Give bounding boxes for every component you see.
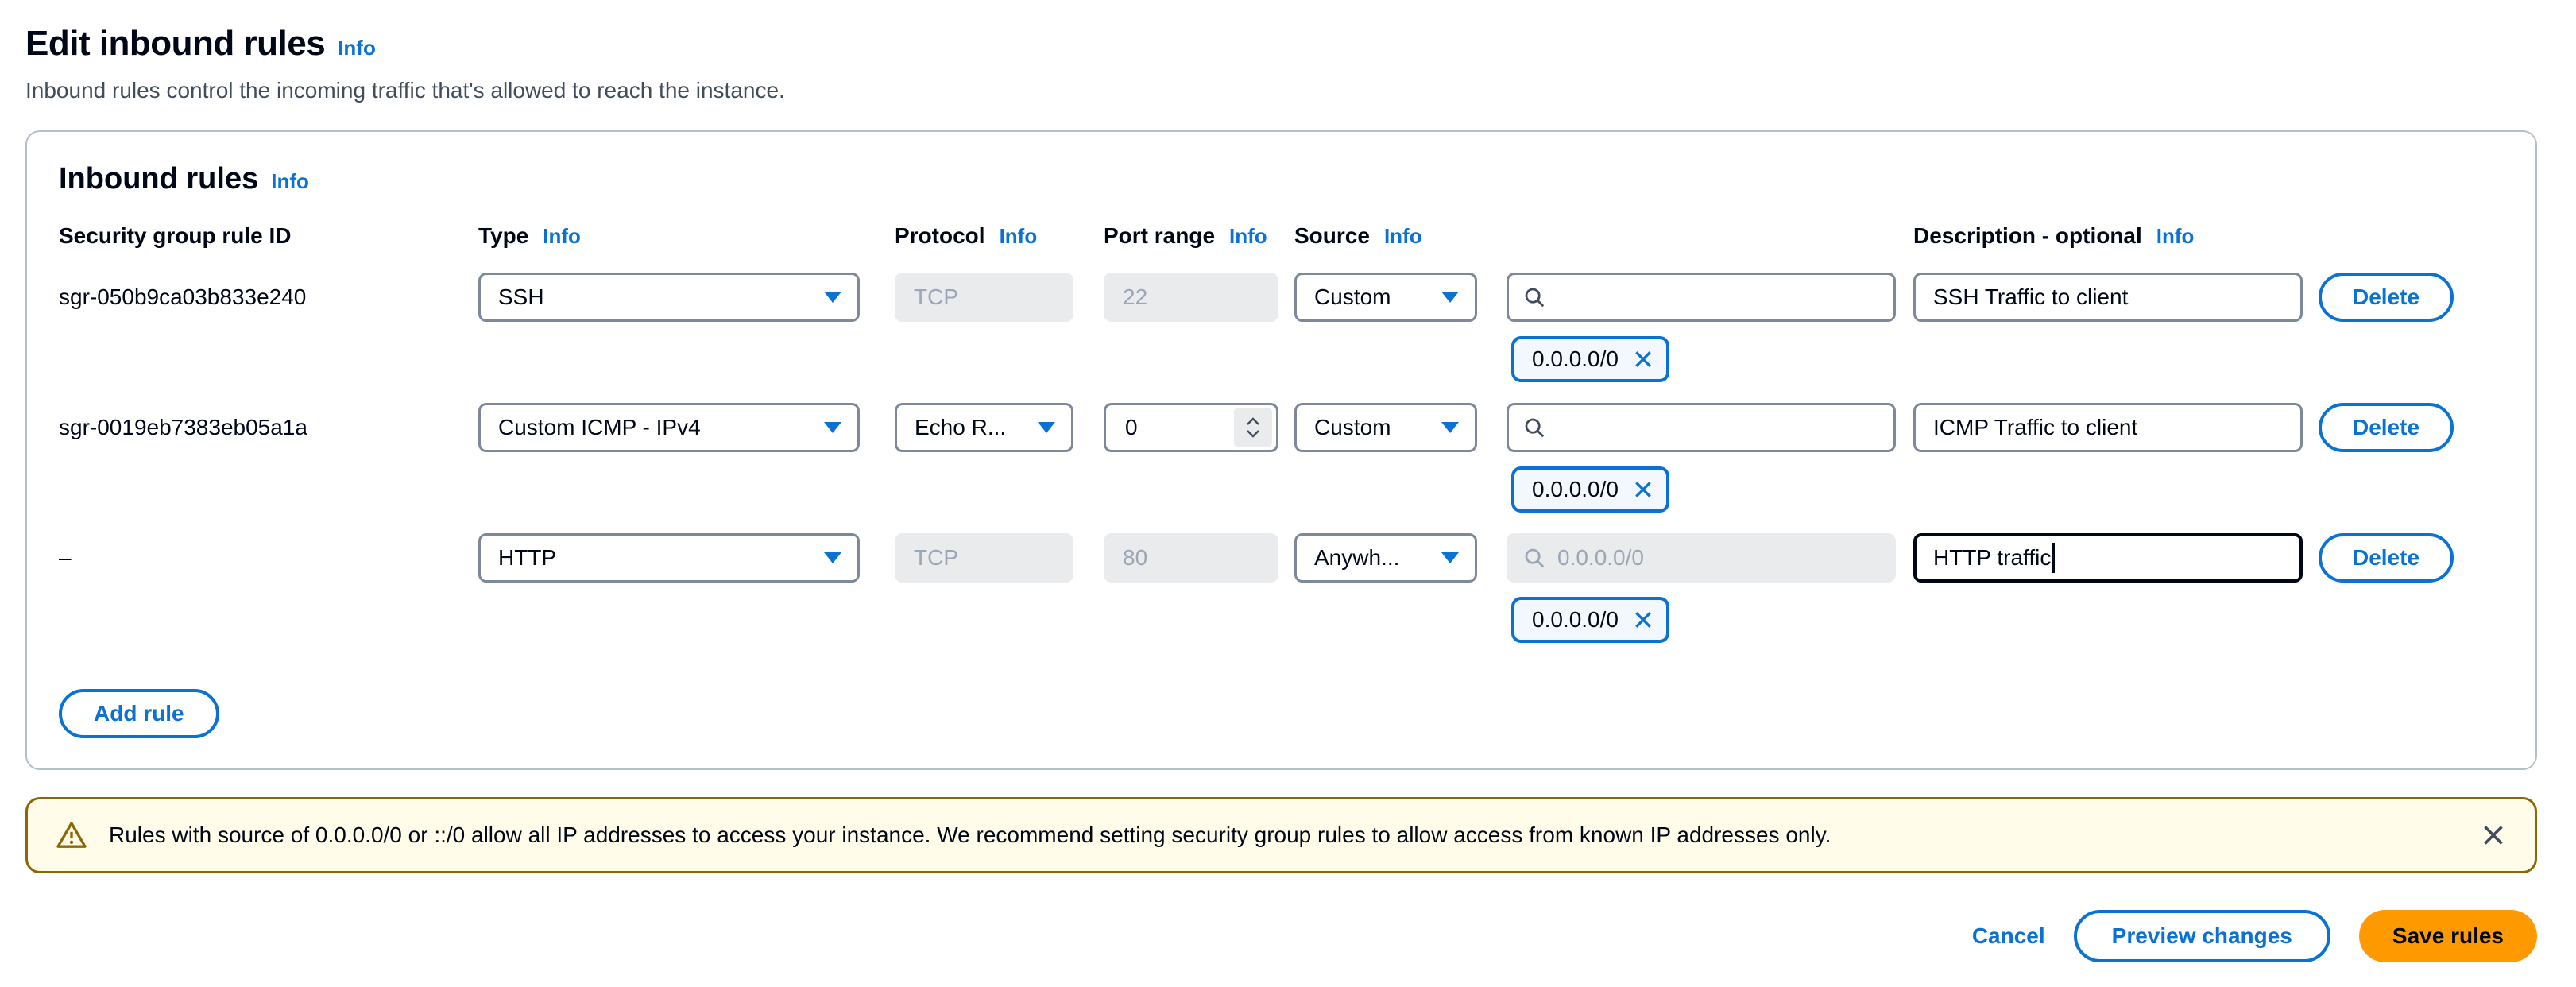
type-select[interactable]: HTTP [478, 533, 860, 583]
close-icon[interactable] [2479, 821, 2508, 850]
source-search [1507, 403, 1896, 452]
chevron-up-icon [1247, 417, 1259, 425]
chevron-down-icon [1441, 292, 1459, 303]
source-mode-select[interactable]: Custom [1294, 273, 1477, 322]
column-protocol-info-link[interactable]: Info [999, 224, 1038, 248]
port-stepper[interactable]: 0 [1104, 403, 1278, 452]
source-search [1507, 273, 1896, 322]
source-chip-row: 0.0.0.0/0 [1511, 597, 2504, 643]
source-chip: 0.0.0.0/0 [1511, 336, 1669, 382]
source-chip: 0.0.0.0/0 [1511, 466, 1669, 513]
source-mode-select[interactable]: Custom [1294, 403, 1477, 452]
search-icon [1522, 416, 1546, 439]
warning-icon [55, 819, 88, 851]
chevron-down-icon [824, 422, 841, 433]
preview-changes-button[interactable]: Preview changes [2073, 910, 2330, 962]
add-rule-button[interactable]: Add rule [59, 689, 219, 738]
panel-title: Inbound rules [59, 162, 259, 195]
protocol-field: TCP [895, 273, 1073, 322]
source-mode-value: Custom [1314, 415, 1391, 439]
search-icon [1522, 285, 1546, 309]
source-mode-select[interactable]: Anywh... [1294, 533, 1477, 583]
page-header: Edit inbound rules Info [25, 24, 2537, 64]
delete-rule-button[interactable]: Delete [2319, 273, 2454, 322]
type-select-value: HTTP [498, 545, 557, 570]
port-range-field: 22 [1104, 273, 1278, 322]
column-header-port-range: Port range [1104, 223, 1216, 248]
type-select[interactable]: SSH [478, 273, 860, 322]
column-header-protocol: Protocol [895, 223, 985, 248]
source-search-input[interactable] [1507, 403, 1896, 452]
protocol-select-value: Echo R... [915, 415, 1007, 439]
page-title-info-link[interactable]: Info [338, 36, 376, 60]
source-mode-value: Custom [1314, 284, 1391, 309]
column-header-row: Security group rule ID Type Info Protoco… [59, 223, 2504, 249]
rule-row-icmp: sgr-0019eb7383eb05a1a Custom ICMP - IPv4… [59, 403, 2504, 452]
column-port-range-info-link[interactable]: Info [1229, 224, 1267, 248]
warning-banner: Rules with source of 0.0.0.0/0 or ::/0 a… [25, 797, 2537, 873]
page-subtitle: Inbound rules control the incoming traff… [25, 78, 785, 103]
description-input[interactable] [1913, 403, 2303, 452]
chevron-down-icon [1247, 430, 1259, 438]
type-select-value: SSH [498, 284, 544, 309]
search-icon [1522, 546, 1546, 570]
source-chip-value: 0.0.0.0/0 [1532, 607, 1619, 632]
page: Edit inbound rules Info Inbound rules co… [25, 0, 2537, 962]
source-search [1507, 533, 1896, 583]
source-search-input[interactable] [1507, 273, 1896, 322]
source-chip-value: 0.0.0.0/0 [1532, 346, 1619, 371]
chevron-down-icon [824, 292, 841, 303]
chip-remove-icon[interactable] [1633, 479, 1654, 500]
type-select[interactable]: Custom ICMP - IPv4 [478, 403, 860, 452]
column-type-info-link[interactable]: Info [543, 224, 581, 248]
port-stepper-value: 0 [1125, 415, 1138, 439]
column-header-id: Security group rule ID [59, 223, 292, 248]
description-input[interactable] [1913, 273, 2303, 322]
panel-header: Inbound rules Info [59, 162, 2504, 196]
rule-row-ssh: sgr-050b9ca03b833e240 SSH TCP 22 Custom [59, 273, 2504, 322]
save-rules-button[interactable]: Save rules [2358, 910, 2537, 962]
port-range-field: 80 [1104, 533, 1278, 583]
security-group-rule-id: – [59, 545, 72, 570]
page-title: Edit inbound rules [25, 24, 326, 63]
column-header-type: Type [478, 223, 529, 248]
chip-remove-icon[interactable] [1633, 610, 1654, 630]
column-header-source: Source [1294, 223, 1370, 248]
source-chip-value: 0.0.0.0/0 [1532, 477, 1619, 501]
chip-remove-icon[interactable] [1633, 349, 1654, 370]
source-chip-row: 0.0.0.0/0 [1511, 466, 2504, 513]
chevron-down-icon [1441, 422, 1459, 433]
column-description-info-link[interactable]: Info [2156, 224, 2195, 248]
security-group-rule-id: sgr-050b9ca03b833e240 [59, 284, 307, 309]
chevron-down-icon [1441, 552, 1459, 563]
text-cursor [2052, 543, 2056, 573]
source-search-input [1507, 533, 1896, 583]
protocol-field: TCP [895, 533, 1073, 583]
source-chip-row: 0.0.0.0/0 [1511, 336, 2504, 382]
footer-actions: Cancel Preview changes Save rules [25, 910, 2537, 962]
description-input[interactable]: HTTP traffic [1913, 533, 2303, 583]
column-source-info-link[interactable]: Info [1383, 224, 1422, 248]
type-select-value: Custom ICMP - IPv4 [498, 415, 701, 439]
security-group-rule-id: sgr-0019eb7383eb05a1a [59, 415, 307, 439]
delete-rule-button[interactable]: Delete [2319, 533, 2454, 583]
warning-text: Rules with source of 0.0.0.0/0 or ::/0 a… [109, 822, 1831, 847]
source-chip: 0.0.0.0/0 [1511, 597, 1669, 643]
cancel-button[interactable]: Cancel [1971, 923, 2045, 948]
protocol-select[interactable]: Echo R... [895, 403, 1073, 452]
description-value: HTTP traffic [1933, 545, 2052, 570]
panel-title-info-link[interactable]: Info [271, 169, 309, 193]
inbound-rules-card: Inbound rules Info Security group rule I… [25, 130, 2537, 770]
column-header-description: Description - optional [1913, 223, 2142, 248]
delete-rule-button[interactable]: Delete [2319, 403, 2454, 452]
chevron-down-icon [824, 552, 841, 563]
port-stepper-buttons[interactable] [1234, 408, 1272, 447]
rule-row-http: – HTTP TCP 80 Anywh... [59, 533, 2504, 583]
source-mode-value: Anywh... [1314, 545, 1400, 570]
chevron-down-icon [1038, 422, 1055, 433]
